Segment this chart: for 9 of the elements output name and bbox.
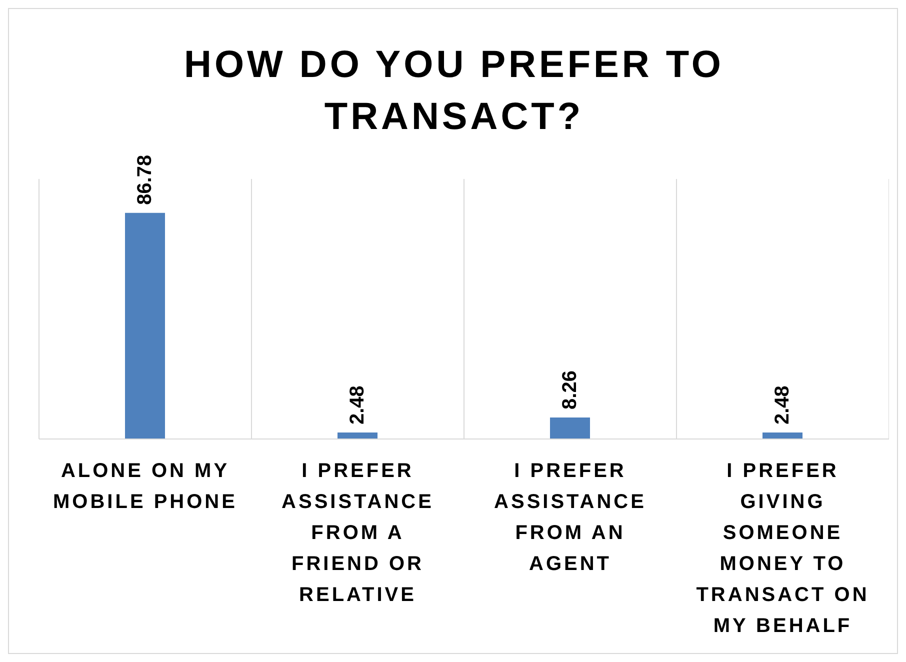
chart-title: HOW DO YOU PREFER TO TRANSACT? <box>183 43 725 140</box>
x-tick-label: I PREFER ASSISTANCE FROM AN AGENT <box>494 460 646 575</box>
data-label: 8.26 <box>559 370 581 410</box>
x-tick-label: I PREFER ASSISTANCE FROM A FRIEND OR RELATIVE <box>282 460 434 606</box>
data-label: 2.48 <box>772 386 794 425</box>
data-label: 2.48 <box>346 386 368 425</box>
x-tick-label: ALONE ON MY MOBILE PHONE <box>53 460 238 513</box>
data-label: 86.78 <box>134 154 156 205</box>
x-tick-label: I PREFER GIVING SOMEONE MONEY TO TRANSACT ON MY BEHALF <box>696 460 870 637</box>
